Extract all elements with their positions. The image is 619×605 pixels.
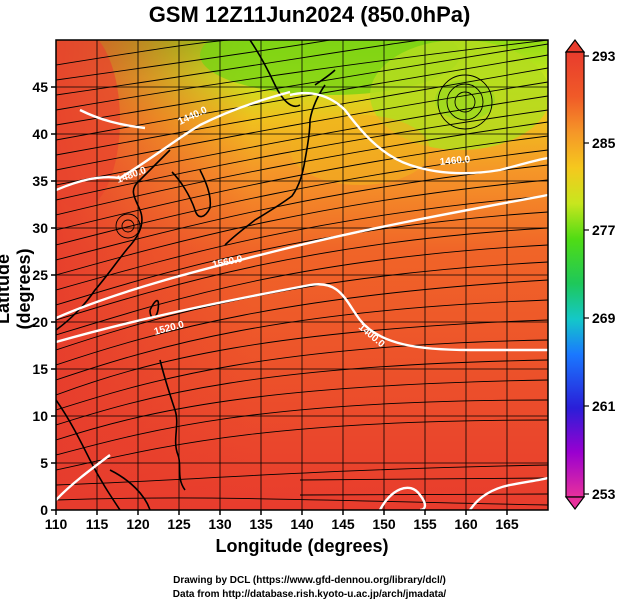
- x-tick-labels: 110 115 120 125 130 135 140 145 150 155 …: [45, 516, 519, 532]
- y-tick-label: 0: [40, 502, 48, 518]
- x-tick-label: 115: [86, 516, 109, 532]
- y-tick-label: 30: [32, 220, 48, 236]
- colorbar-label: 293: [592, 48, 616, 64]
- y-ticks: [51, 86, 56, 511]
- colorbar-label: 285: [592, 135, 616, 151]
- x-tick-label: 155: [413, 516, 437, 532]
- y-tick-label: 40: [32, 126, 48, 142]
- y-tick-label: 35: [32, 173, 48, 189]
- colorbar: 293 285 277 269 261 253: [564, 39, 616, 510]
- y-tick-labels: 0 5 10 15 20 25 30 35 40 45: [32, 79, 48, 518]
- colorbar-label: 261: [592, 398, 616, 414]
- x-axis-label: Longitude (degrees): [215, 536, 389, 556]
- colorbar-label: 253: [592, 486, 616, 502]
- height-contours: [56, 90, 548, 510]
- graticule: [56, 40, 548, 510]
- x-tick-label: 130: [208, 516, 232, 532]
- x-tick-label: 135: [249, 516, 273, 532]
- x-tick-label: 145: [331, 516, 355, 532]
- y-tick-label: 15: [32, 361, 48, 377]
- y-tick-label: 45: [32, 79, 48, 95]
- y-tick-label: 5: [40, 455, 48, 471]
- x-tick-label: 120: [126, 516, 150, 532]
- colorbar-scale: [565, 51, 585, 498]
- x-tick-label: 110: [45, 516, 68, 532]
- x-tick-label: 125: [167, 516, 191, 532]
- x-tick-label: 165: [495, 516, 519, 532]
- credit-data: Data from http://database.rish.kyoto-u.a…: [172, 589, 447, 600]
- coastlines: [56, 40, 336, 510]
- contour-label-1460: 1460.0: [439, 154, 471, 168]
- colorbar-label: 277: [592, 222, 616, 238]
- wind-streamlines: [56, 40, 548, 506]
- y-tick-label: 10: [32, 408, 48, 424]
- x-ticks: [55, 510, 508, 515]
- colorbar-bottom-arrow: [564, 496, 586, 510]
- credit-drawing: Drawing by DCL (https://www.gfd-dennou.o…: [173, 575, 446, 586]
- chart-title: GSM 12Z11Jun2024 (850.0hPa): [148, 2, 471, 27]
- y-tick-label: 25: [32, 267, 48, 283]
- x-tick-label: 140: [290, 516, 314, 532]
- x-tick-label: 160: [454, 516, 478, 532]
- colorbar-label: 269: [592, 310, 616, 326]
- colorbar-top-arrow: [564, 39, 586, 53]
- x-tick-label: 150: [372, 516, 396, 532]
- y-tick-label: 20: [32, 314, 48, 330]
